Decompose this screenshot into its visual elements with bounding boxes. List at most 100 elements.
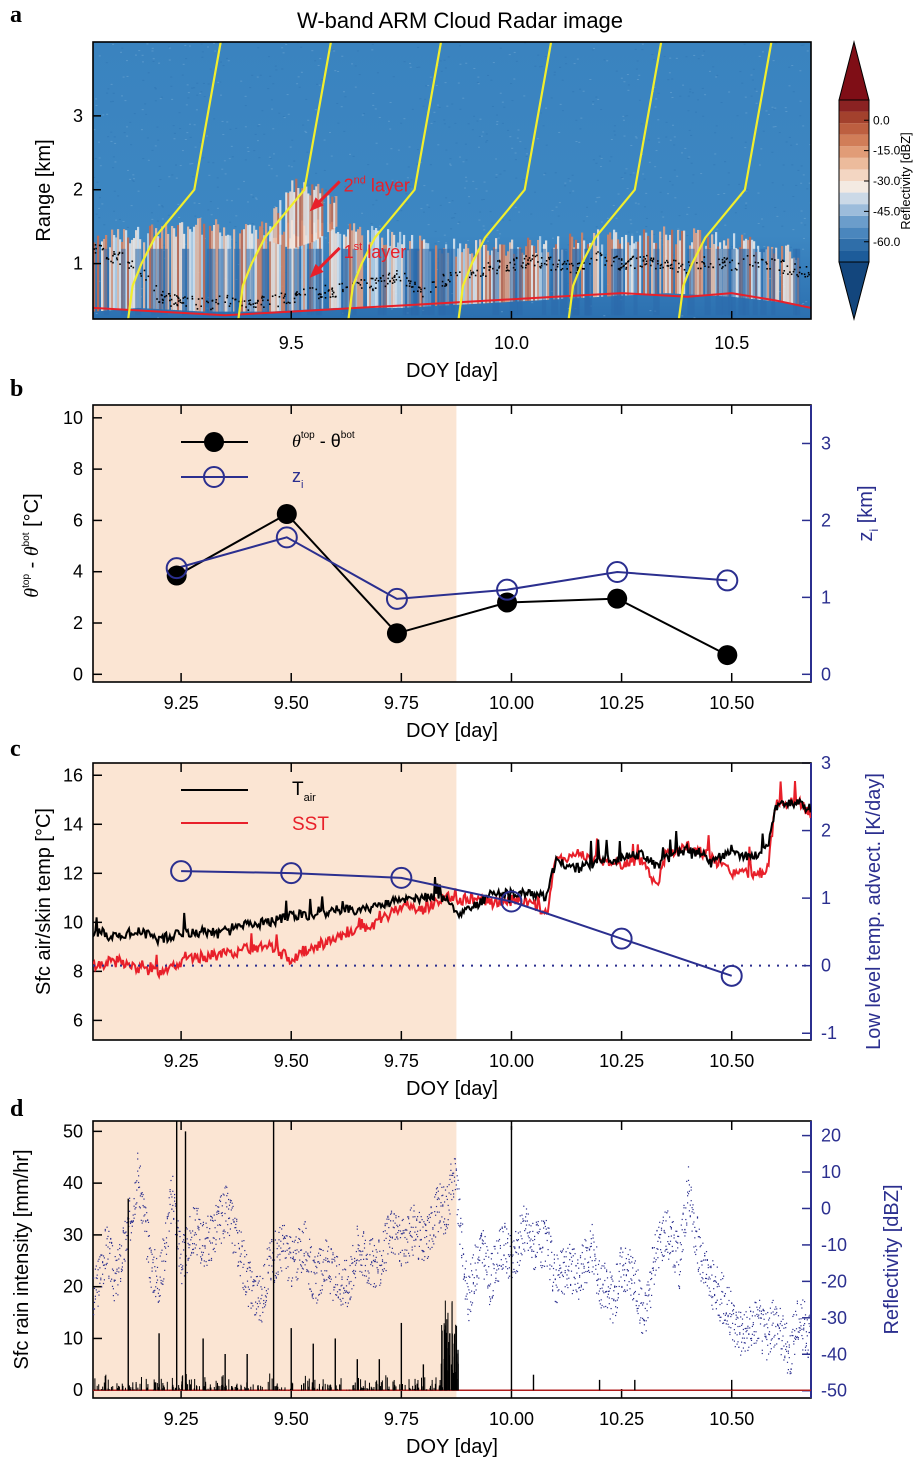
- reflectivity-point: [359, 1254, 361, 1256]
- reflectivity-point: [111, 1245, 114, 1247]
- reflectivity-point: [142, 1194, 144, 1196]
- cloud-base-point: [113, 251, 115, 253]
- reflectivity-point: [314, 1256, 316, 1258]
- reflectivity-point: [426, 1219, 429, 1221]
- reflectivity-point: [612, 1322, 614, 1324]
- radar-noise: [459, 108, 462, 110]
- x-tick-label: 9.50: [274, 693, 309, 713]
- radar-noise: [186, 84, 189, 86]
- reflectivity-point: [353, 1272, 355, 1274]
- reflectivity-point: [471, 1257, 474, 1259]
- x-tick-label: 10.0: [494, 333, 529, 353]
- cloud-base-point: [243, 300, 246, 302]
- radar-noise: [491, 105, 494, 107]
- reflectivity-point: [670, 1228, 672, 1230]
- reflectivity-point: [149, 1247, 151, 1249]
- reflectivity-point: [146, 1230, 148, 1233]
- reflectivity-point: [501, 1227, 503, 1230]
- y-tick-label: 8: [73, 459, 83, 479]
- reflectivity-point: [328, 1277, 330, 1280]
- reflectivity-point: [393, 1213, 395, 1215]
- reflectivity-point: [700, 1244, 702, 1247]
- radar-noise: [495, 176, 498, 178]
- radar-noise: [640, 123, 643, 125]
- cloud-base-point: [372, 289, 374, 292]
- cloud-base-point: [162, 290, 164, 293]
- reflectivity-point: [257, 1282, 259, 1284]
- cloud-base-point: [256, 302, 258, 304]
- reflectivity-point: [689, 1204, 691, 1206]
- reflectivity-point: [714, 1280, 717, 1282]
- reflectivity-point: [179, 1235, 181, 1238]
- reflectivity-point: [129, 1221, 132, 1223]
- radar-noise: [254, 133, 257, 135]
- reflectivity-point: [158, 1295, 160, 1297]
- clear-gap: [760, 248, 767, 316]
- reflectivity-point: [505, 1258, 507, 1260]
- reflectivity-point: [314, 1273, 316, 1275]
- reflectivity-point: [212, 1237, 214, 1239]
- radar-noise: [685, 314, 688, 316]
- reflectivity-point: [720, 1298, 722, 1300]
- reflectivity-point: [134, 1208, 136, 1210]
- cloud-base-point: [320, 296, 323, 298]
- reflectivity-point: [315, 1265, 317, 1267]
- cloud-base-point: [374, 279, 377, 281]
- cloud-base-point: [643, 256, 645, 258]
- reflectivity-point: [278, 1231, 280, 1234]
- radar-noise: [319, 58, 322, 60]
- reflectivity-point: [145, 1220, 147, 1222]
- reflectivity-point: [557, 1290, 559, 1292]
- reflectivity-point: [119, 1247, 121, 1250]
- reflectivity-point: [637, 1312, 639, 1315]
- reflectivity-point: [678, 1264, 680, 1266]
- reflectivity-point: [465, 1276, 467, 1278]
- reflectivity-point: [264, 1301, 267, 1303]
- cloud-column: [435, 245, 438, 307]
- cloud-base-point: [357, 282, 360, 284]
- reflectivity-point: [138, 1175, 140, 1177]
- cloud-base-point: [455, 271, 457, 274]
- reflectivity-point: [468, 1275, 470, 1277]
- radar-noise: [221, 42, 224, 44]
- reflectivity-point: [763, 1325, 765, 1327]
- reflectivity-point: [119, 1244, 121, 1246]
- reflectivity-point: [592, 1266, 594, 1268]
- clear-gap: [227, 248, 231, 316]
- reflectivity-point: [397, 1238, 399, 1240]
- reflectivity-point: [565, 1256, 567, 1258]
- clear-gap: [121, 248, 126, 316]
- reflectivity-point: [308, 1255, 310, 1257]
- radar-noise: [227, 60, 230, 62]
- radar-noise: [785, 141, 788, 143]
- text-span: air: [304, 792, 317, 804]
- radar-noise: [281, 212, 284, 214]
- cloud-base-point: [721, 258, 724, 261]
- reflectivity-point: [327, 1250, 329, 1252]
- reflectivity-point: [383, 1268, 385, 1270]
- reflectivity-point: [138, 1186, 141, 1188]
- reflectivity-point: [724, 1319, 726, 1321]
- cloud-column: [523, 254, 526, 302]
- radar-noise: [751, 79, 754, 81]
- radar-noise: [678, 215, 681, 217]
- reflectivity-point: [692, 1204, 694, 1206]
- reflectivity-point: [647, 1281, 649, 1283]
- reflectivity-point: [674, 1265, 676, 1267]
- radar-noise: [274, 206, 277, 208]
- shaded-period-c: [93, 763, 457, 1040]
- cloud-column: [371, 225, 374, 308]
- cloud-column: [457, 248, 460, 305]
- reflectivity-point: [105, 1264, 107, 1266]
- radar-noise: [648, 161, 651, 163]
- radar-noise: [352, 155, 355, 157]
- reflectivity-point: [658, 1267, 660, 1269]
- radar-noise: [286, 42, 289, 44]
- reflectivity-point: [426, 1230, 428, 1232]
- reflectivity-point: [252, 1280, 254, 1283]
- reflectivity-point: [96, 1291, 98, 1293]
- reflectivity-point: [189, 1230, 191, 1232]
- reflectivity-point: [125, 1249, 127, 1251]
- reflectivity-point: [257, 1306, 259, 1308]
- reflectivity-point: [331, 1261, 333, 1263]
